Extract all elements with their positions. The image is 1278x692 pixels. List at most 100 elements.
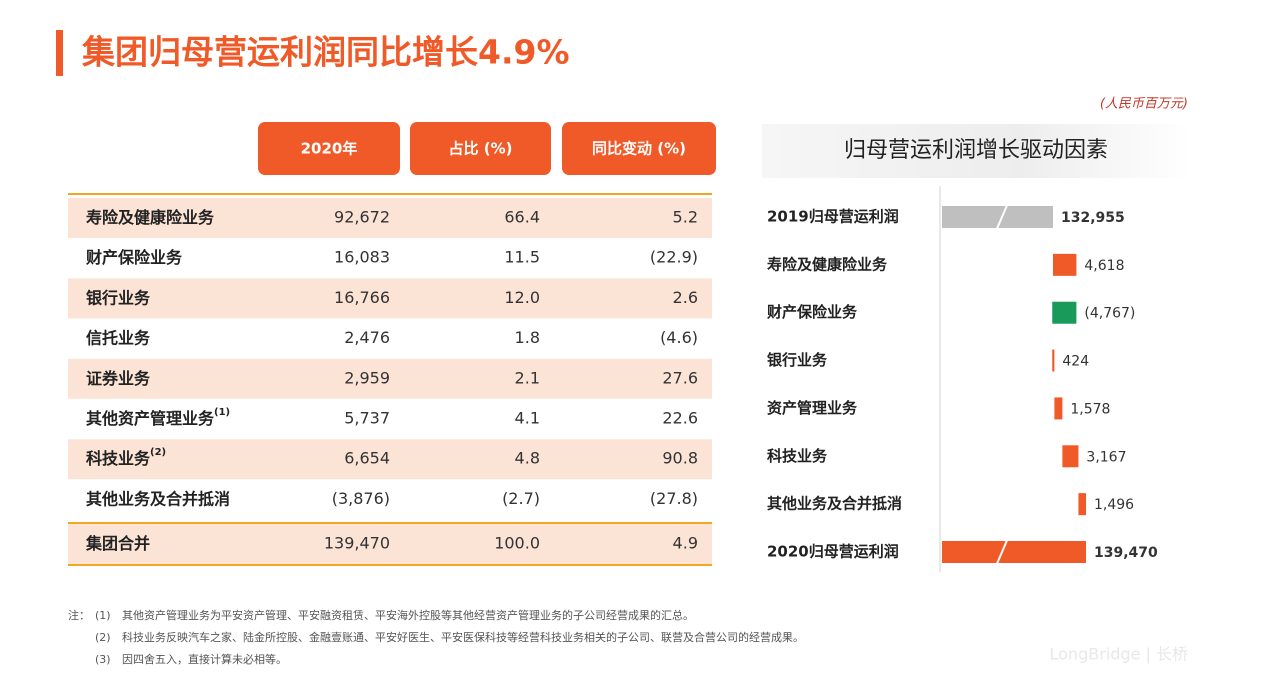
row-label: 集团合并 — [85, 534, 150, 553]
row-label-text: 寿险及健康险业务 — [86, 208, 215, 227]
table-cell: 11.5 — [504, 248, 540, 267]
value-label: (4,767) — [1084, 306, 1135, 322]
row-label-sup: (1) — [214, 407, 230, 418]
table-cell: 2.6 — [673, 288, 698, 307]
table-cell: 5.2 — [673, 208, 698, 227]
table-cell: 139,470 — [324, 534, 390, 553]
column-header: 同比变动 (%) — [592, 140, 686, 158]
table-cell: (4.6) — [660, 328, 698, 347]
bar — [1052, 349, 1055, 372]
bar — [1052, 301, 1077, 324]
value-label: 3,167 — [1086, 449, 1126, 465]
notes-label: 注： — [68, 608, 90, 622]
chart-title-box — [762, 124, 1192, 178]
row-label: 其他资产管理业务(1) — [86, 407, 230, 428]
note-marker: (1) — [95, 609, 111, 622]
column-header-bg — [562, 122, 716, 175]
note-text: 因四舍五入，直接计算未必相等。 — [122, 652, 287, 666]
bar — [1054, 397, 1063, 420]
watermark: LongBridge | 长桥 — [1050, 645, 1188, 664]
table-cell: 27.6 — [662, 368, 698, 387]
category-label: 寿险及健康险业务 — [767, 255, 888, 273]
row-label: 其他业务及合并抵消 — [86, 489, 230, 508]
column-header: 2020年 — [301, 140, 358, 158]
table-cell: 16,083 — [334, 248, 390, 267]
column-header-bg — [258, 122, 400, 175]
column-header-bg — [410, 122, 551, 175]
bar — [942, 541, 1086, 563]
category-label: 2019归母营运利润 — [767, 208, 899, 226]
table-cell: 92,672 — [334, 208, 390, 227]
row-label: 信托业务 — [86, 328, 151, 347]
note-marker: (2) — [95, 631, 111, 644]
category-label: 2020归母营运利润 — [767, 543, 899, 561]
note-marker: (3) — [95, 653, 111, 666]
row-label-text: 其他资产管理业务 — [86, 409, 215, 428]
row-label-text: 科技业务 — [86, 449, 151, 468]
table-cell: 22.6 — [662, 409, 698, 428]
category-label: 其他业务及合并抵消 — [767, 495, 902, 513]
slide-title: 集团归母营运利润同比增长4.9% — [81, 33, 570, 72]
note-text: 其他资产管理业务为平安资产管理、平安融资租赁、平安海外控股等其他经营资产管理业务… — [122, 608, 694, 622]
table-cell: 4.9 — [673, 534, 698, 553]
table-cell: 6,654 — [344, 449, 390, 468]
row-label: 证券业务 — [86, 368, 151, 387]
row-bg — [68, 524, 712, 564]
table-cell: 90.8 — [662, 449, 698, 468]
table-cell: 1.8 — [515, 328, 540, 347]
row-label-text: 证券业务 — [86, 368, 151, 387]
chart-title: 归母营运利润增长驱动因素 — [844, 138, 1108, 163]
table-cell: 2,476 — [344, 328, 390, 347]
row-label-text: 其他业务及合并抵消 — [86, 489, 230, 508]
value-label: 139,470 — [1094, 545, 1158, 561]
row-label-text: 财产保险业务 — [85, 248, 183, 267]
table-cell: 4.8 — [515, 449, 540, 468]
value-label: 4,618 — [1084, 258, 1124, 274]
table-cell: 66.4 — [504, 208, 540, 227]
table-cell: (2.7) — [502, 489, 540, 508]
bar — [1053, 253, 1077, 276]
bar — [942, 206, 1053, 228]
axis-break — [995, 202, 1009, 232]
note-text: 科技业务反映汽车之家、陆金所控股、金融壹账通、平安好医生、平安医保科技等经营科技… — [122, 630, 804, 644]
title-accent — [56, 30, 63, 76]
row-label-text: 信托业务 — [86, 328, 151, 347]
axis-break — [995, 537, 1009, 567]
category-label: 财产保险业务 — [767, 303, 858, 321]
category-label: 资产管理业务 — [767, 399, 858, 417]
category-label: 科技业务 — [767, 447, 828, 465]
table-cell: (3,876) — [332, 489, 390, 508]
table-cell: 16,766 — [334, 288, 390, 307]
table-cell: 100.0 — [494, 534, 540, 553]
row-bg — [68, 198, 712, 238]
table-cell: (27.8) — [650, 489, 698, 508]
table-cell: 2,959 — [344, 368, 390, 387]
unit-label: (人民币百万元) — [1100, 97, 1188, 112]
row-label-sup: (2) — [150, 447, 166, 458]
row-label-text: 银行业务 — [86, 288, 151, 307]
row-bg — [68, 278, 712, 319]
row-label-text: 集团合并 — [85, 534, 150, 553]
table-cell: 12.0 — [504, 288, 540, 307]
value-label: 424 — [1062, 354, 1089, 370]
row-label: 科技业务(2) — [86, 447, 166, 468]
value-label: 1,496 — [1094, 497, 1134, 513]
value-label: 1,578 — [1070, 401, 1110, 417]
table-cell: 4.1 — [515, 409, 540, 428]
row-label: 寿险及健康险业务 — [86, 208, 215, 227]
row-bg — [68, 439, 712, 480]
table-cell: 2.1 — [515, 368, 540, 387]
column-header: 占比 (%) — [449, 140, 513, 158]
row-label: 银行业务 — [86, 288, 151, 307]
category-label: 银行业务 — [767, 351, 828, 369]
row-label: 财产保险业务 — [85, 248, 183, 267]
bar — [1078, 493, 1087, 516]
bar — [1062, 445, 1079, 468]
table-cell: 5,737 — [344, 409, 390, 428]
row-bg — [68, 358, 712, 399]
value-label: 132,955 — [1061, 210, 1125, 226]
